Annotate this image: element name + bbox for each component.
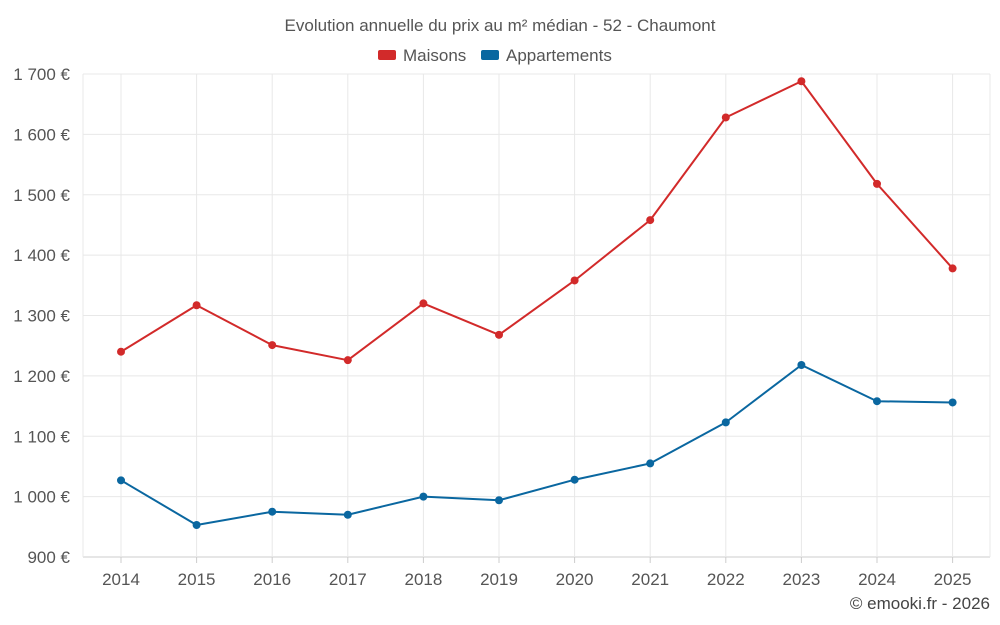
grid xyxy=(82,73,991,558)
data-point-appartements[interactable] xyxy=(797,361,806,370)
y-tick-label: 1 600 € xyxy=(13,125,70,144)
data-point-appartements[interactable] xyxy=(192,521,201,530)
legend-swatch-appartements xyxy=(481,50,499,60)
data-point-maisons[interactable] xyxy=(570,276,579,285)
legend-item-appartements[interactable]: Appartements xyxy=(481,46,612,65)
x-tick-label: 2024 xyxy=(858,570,896,589)
series-line-maisons xyxy=(120,80,954,362)
series-maisons xyxy=(117,77,957,365)
data-point-appartements[interactable] xyxy=(721,418,730,427)
y-tick-label: 1 400 € xyxy=(13,246,70,265)
data-point-appartements[interactable] xyxy=(268,507,277,516)
data-point-appartements[interactable] xyxy=(419,492,428,501)
x-tick-label: 2022 xyxy=(707,570,745,589)
data-point-maisons[interactable] xyxy=(419,299,428,308)
axes: 900 € 1 000 € 1 100 € 1 200 € 1 300 € 1 400 €… xyxy=(13,65,971,589)
y-tick-label: 1 700 € xyxy=(13,65,70,84)
data-point-appartements[interactable] xyxy=(117,476,125,485)
data-point-appartements[interactable] xyxy=(495,496,503,505)
data-point-maisons[interactable] xyxy=(948,264,957,273)
x-tick-label: 2014 xyxy=(102,570,140,589)
legend: Maisons Appartements xyxy=(378,46,612,65)
x-tick-label: 2017 xyxy=(329,570,367,589)
credit-text: © emooki.fr - 2026 xyxy=(850,594,990,613)
data-point-maisons[interactable] xyxy=(646,216,655,225)
data-point-appartements[interactable] xyxy=(343,510,352,519)
y-tick-label: 900 € xyxy=(27,548,70,567)
legend-item-maisons[interactable]: Maisons xyxy=(378,46,466,65)
series-appartements xyxy=(117,361,957,530)
y-tick-label: 1 300 € xyxy=(13,307,70,326)
data-point-maisons[interactable] xyxy=(797,77,806,86)
y-tick-label: 1 000 € xyxy=(13,488,70,507)
data-point-maisons[interactable] xyxy=(721,113,730,122)
legend-swatch-maisons xyxy=(378,50,396,60)
data-point-maisons[interactable] xyxy=(192,301,201,310)
legend-label-appartements: Appartements xyxy=(506,46,612,65)
data-point-maisons[interactable] xyxy=(873,179,881,188)
data-point-maisons[interactable] xyxy=(343,356,352,365)
series xyxy=(117,77,957,530)
data-point-maisons[interactable] xyxy=(117,347,125,356)
x-tick-label: 2025 xyxy=(934,570,972,589)
chart-title: Evolution annuelle du prix au m² médian … xyxy=(285,16,716,35)
y-tick-label: 1 200 € xyxy=(13,367,70,386)
x-tick-label: 2023 xyxy=(782,570,820,589)
x-tick-label: 2021 xyxy=(631,570,669,589)
data-point-maisons[interactable] xyxy=(268,341,277,350)
x-tick-label: 2015 xyxy=(178,570,216,589)
data-point-appartements[interactable] xyxy=(948,398,957,407)
data-point-maisons[interactable] xyxy=(495,330,503,339)
x-tick-label: 2016 xyxy=(253,570,291,589)
legend-label-maisons: Maisons xyxy=(403,46,466,65)
data-point-appartements[interactable] xyxy=(570,475,579,484)
data-point-appartements[interactable] xyxy=(873,397,881,406)
data-point-appartements[interactable] xyxy=(646,459,655,468)
series-line-appartements xyxy=(120,364,953,527)
y-tick-label: 1 500 € xyxy=(13,186,70,205)
x-tick-label: 2018 xyxy=(404,570,442,589)
x-tick-label: 2020 xyxy=(556,570,594,589)
x-tick-label: 2019 xyxy=(480,570,518,589)
y-tick-label: 1 100 € xyxy=(13,427,70,446)
